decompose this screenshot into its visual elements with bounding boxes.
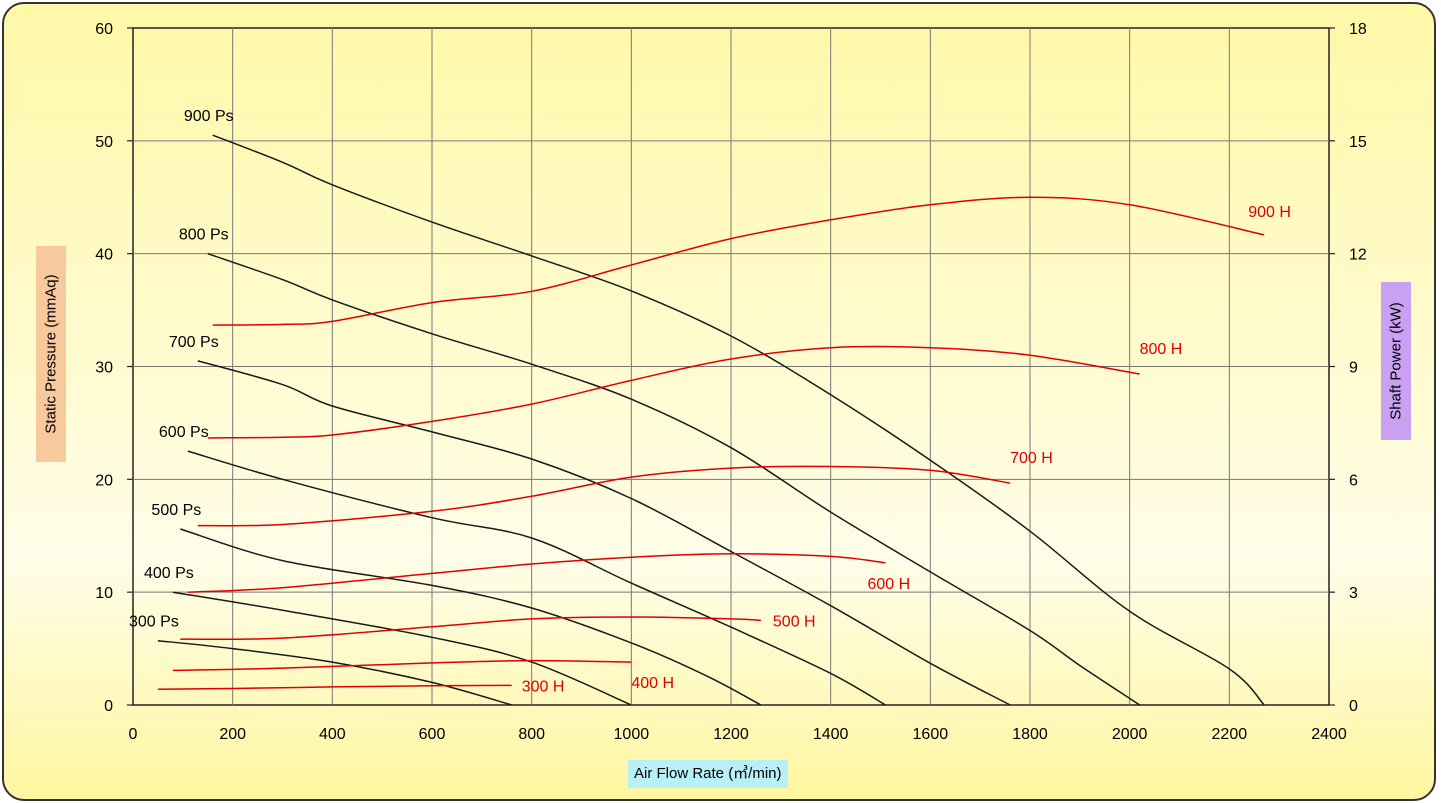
y-tick-label: 50 (95, 134, 113, 151)
pressure-curve-label: 300 Ps (129, 614, 179, 631)
power-curve (207, 345, 1140, 439)
y2-tick-label: 0 (1349, 698, 1358, 715)
power-curve-labels: 300 H 400 H 500 H 600 H 700 H 800 H 900 H (522, 204, 1291, 696)
power-curve-label: 400 H (631, 675, 674, 692)
pressure-curve (187, 450, 886, 706)
x-tick-label: 400 (319, 726, 346, 743)
x-tick-label: 1800 (1012, 726, 1048, 743)
x-tick-label: 800 (518, 726, 545, 743)
x-tick-label: 0 (129, 726, 138, 743)
x-tick-label: 2000 (1112, 726, 1148, 743)
pressure-curve (207, 252, 1141, 706)
power-curve-label: 900 H (1248, 204, 1291, 221)
y2-tick-label: 15 (1349, 134, 1367, 151)
y-axis-label: Static Pressure (mmAq) (36, 246, 66, 462)
power-curves (157, 196, 1265, 690)
x-tick-label: 1000 (614, 726, 650, 743)
pressure-curve-label: 600 Ps (159, 424, 209, 441)
y2-axis-label: Shaft Power (kW) (1381, 282, 1411, 440)
x-tick-label: 1400 (813, 726, 849, 743)
pressure-curve-label: 400 Ps (144, 565, 194, 582)
pressure-curve-label: 900 Ps (184, 108, 234, 125)
pressure-curve-labels: 300 Ps 400 Ps 500 Ps 600 Ps 700 Ps 800 Ps 900 … (129, 108, 234, 630)
x-tick-label: 200 (219, 726, 246, 743)
y-tick-label: 30 (95, 360, 113, 377)
x-tick-label: 2400 (1311, 726, 1347, 743)
x-tick-label: 1600 (913, 726, 949, 743)
y-tick-label: 0 (104, 698, 113, 715)
pressure-curve (212, 134, 1265, 706)
pressure-curve (157, 639, 512, 706)
pressure-curve (197, 360, 1011, 706)
y2-tick-label: 6 (1349, 472, 1358, 489)
y2-tick-label: 12 (1349, 247, 1367, 264)
power-curve (180, 616, 761, 641)
y-tick-labels: 0 10 20 30 40 50 60 (95, 21, 113, 715)
y-tick-label: 20 (95, 472, 113, 489)
pressure-curve-label: 700 Ps (169, 334, 219, 351)
x-tick-label: 1200 (713, 726, 749, 743)
x-tick-labels: 0 200 400 600 800 1000 1200 1400 1600 1800 2000 220… (129, 726, 1347, 743)
grid-lines (127, 27, 1335, 706)
y-tick-label: 10 (95, 585, 113, 602)
x-tick-label: 2200 (1212, 726, 1248, 743)
pressure-curve (180, 528, 762, 706)
pressure-curve-label: 800 Ps (179, 227, 229, 244)
power-curve-label: 600 H (867, 576, 910, 593)
power-curve-label: 500 H (773, 613, 816, 630)
power-curve-label: 700 H (1010, 450, 1053, 467)
power-curve-label: 800 H (1140, 341, 1183, 358)
y2-tick-label: 18 (1349, 21, 1367, 38)
y2-tick-label: 9 (1349, 360, 1358, 377)
power-curve (212, 196, 1265, 326)
power-curve (157, 684, 512, 690)
y2-tick-labels: 0 3 6 9 12 15 18 (1349, 21, 1367, 715)
y-tick-label: 40 (95, 247, 113, 264)
power-curve (187, 553, 886, 593)
y-tick-label: 60 (95, 21, 113, 38)
x-tick-label: 600 (419, 726, 446, 743)
pressure-curve (172, 591, 632, 706)
pressure-curve-label: 500 Ps (151, 502, 201, 519)
power-curve-label: 300 H (522, 678, 565, 695)
x-axis-label: Air Flow Rate (㎥/min) (628, 760, 788, 788)
y2-tick-label: 3 (1349, 585, 1358, 602)
power-curve (197, 465, 1011, 527)
pressure-curves (157, 134, 1265, 706)
power-curve (172, 659, 632, 672)
